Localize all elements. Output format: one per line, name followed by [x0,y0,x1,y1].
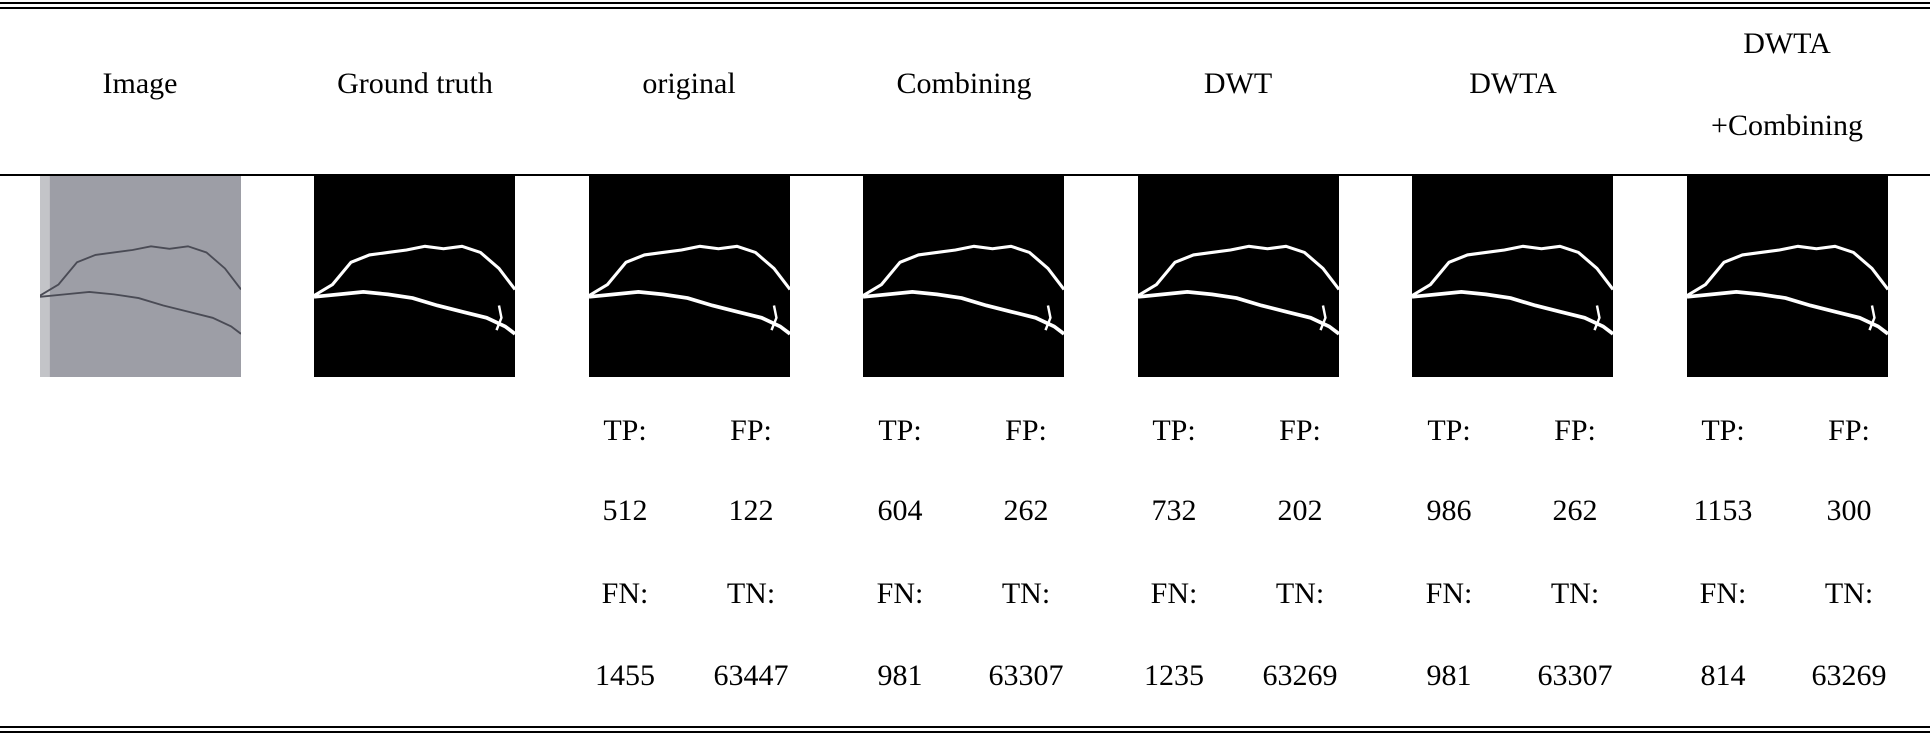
metric-value: 63307 [989,659,1064,692]
metric-label: TP: [603,414,646,447]
metric-value: 981 [1427,659,1472,692]
column-header: DWTA [1469,67,1557,100]
column-header: Image [103,67,178,100]
metric-value: 986 [1427,494,1472,527]
column-header: original [642,67,735,100]
metric-value: 63447 [714,659,789,692]
metric-label: FP: [1279,414,1321,447]
column-header: DWTA [1743,27,1831,60]
metric-label: FN: [877,577,924,610]
metric-value: 814 [1701,659,1746,692]
metric-label: TN: [1276,577,1324,610]
column-header: DWT [1204,67,1272,100]
metric-value: 1153 [1694,494,1753,527]
metric-value: 981 [878,659,923,692]
result-image [863,176,1064,377]
metric-value: 262 [1004,494,1049,527]
metric-value: 512 [603,494,648,527]
metric-label: FN: [1700,577,1747,610]
metric-value: 63307 [1538,659,1613,692]
column-header: Combining [896,67,1031,100]
column-header: Ground truth [337,67,493,100]
metric-label: TP: [1427,414,1470,447]
metric-label: FN: [1426,577,1473,610]
metric-label: TP: [878,414,921,447]
metric-value: 122 [729,494,774,527]
metric-value: 300 [1827,494,1872,527]
metric-label: TN: [727,577,775,610]
metric-value: 202 [1278,494,1323,527]
metric-label: FP: [730,414,772,447]
metric-label: TN: [1002,577,1050,610]
metric-label: FN: [1151,577,1198,610]
result-image [589,176,790,377]
metric-value: 1235 [1144,659,1204,692]
result-image [1412,176,1613,377]
metric-label: TP: [1152,414,1195,447]
metric-label: FP: [1005,414,1047,447]
result-image [1138,176,1339,377]
column-header: +Combining [1711,109,1863,142]
input-image [40,176,241,377]
result-image [1687,176,1888,377]
metric-label: FP: [1554,414,1596,447]
ground-truth-image [314,176,515,377]
metric-label: TN: [1551,577,1599,610]
metric-label: TP: [1701,414,1744,447]
metric-value: 63269 [1812,659,1887,692]
metric-value: 262 [1553,494,1598,527]
metric-value: 1455 [595,659,655,692]
metric-label: FP: [1828,414,1870,447]
metric-label: FN: [602,577,649,610]
metric-label: TN: [1825,577,1873,610]
metric-value: 63269 [1263,659,1338,692]
metric-value: 604 [878,494,923,527]
metric-value: 732 [1152,494,1197,527]
